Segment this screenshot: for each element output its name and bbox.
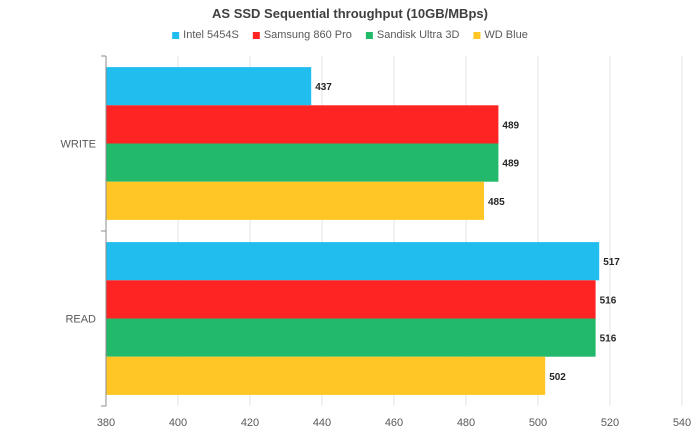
legend-swatch-1 xyxy=(252,32,260,39)
legend-swatch-0 xyxy=(172,32,180,39)
bar-write-3 xyxy=(106,181,484,220)
legend-label-2: Sandisk Ultra 3D xyxy=(377,29,460,41)
value-label-write-1: 489 xyxy=(502,120,519,131)
value-labels: 437 489 489 485 517 516 516 502 xyxy=(315,82,620,383)
bar-read-0 xyxy=(106,242,600,281)
bar-write-1 xyxy=(106,105,499,144)
bar-read-2 xyxy=(106,318,596,357)
x-tick-label: 440 xyxy=(313,417,331,429)
chart-title: AS SSD Sequential throughput (10GB/MBps) xyxy=(212,6,488,21)
bar-write-0 xyxy=(106,67,312,106)
x-tick-label: 380 xyxy=(97,417,115,429)
bar-read-1 xyxy=(106,280,596,319)
legend-swatch-2 xyxy=(365,32,373,39)
value-label-write-2: 489 xyxy=(502,159,519,170)
x-tick-label: 400 xyxy=(169,417,187,429)
legend: Intel 5454S Samsung 860 Pro Sandisk Ultra … xyxy=(172,29,528,41)
legend-swatch-3 xyxy=(473,32,481,39)
legend-label-1: Samsung 860 Pro xyxy=(264,29,352,41)
value-label-read-0: 517 xyxy=(603,257,620,268)
bars xyxy=(106,67,600,395)
x-tick-label: 520 xyxy=(601,417,619,429)
bar-read-3 xyxy=(106,356,546,395)
x-tick-label: 500 xyxy=(529,417,547,429)
legend-label-0: Intel 5454S xyxy=(183,29,239,41)
bar-write-2 xyxy=(106,143,499,182)
category-label-read: READ xyxy=(65,314,96,326)
value-label-write-0: 437 xyxy=(315,82,332,93)
x-tick-label: 420 xyxy=(241,417,259,429)
x-tick-label: 480 xyxy=(457,417,475,429)
category-label-write: WRITE xyxy=(61,139,96,151)
legend-label-3: WD Blue xyxy=(484,29,527,41)
axes: 380 400 420 440 460 480 500 520 540 WRITE READ xyxy=(61,55,691,429)
x-tick-label: 540 xyxy=(673,417,691,429)
value-label-write-3: 485 xyxy=(488,197,505,208)
value-label-read-3: 502 xyxy=(549,372,566,383)
value-label-read-2: 516 xyxy=(600,334,617,345)
value-label-read-1: 516 xyxy=(600,295,617,306)
x-tick-label: 460 xyxy=(385,417,403,429)
